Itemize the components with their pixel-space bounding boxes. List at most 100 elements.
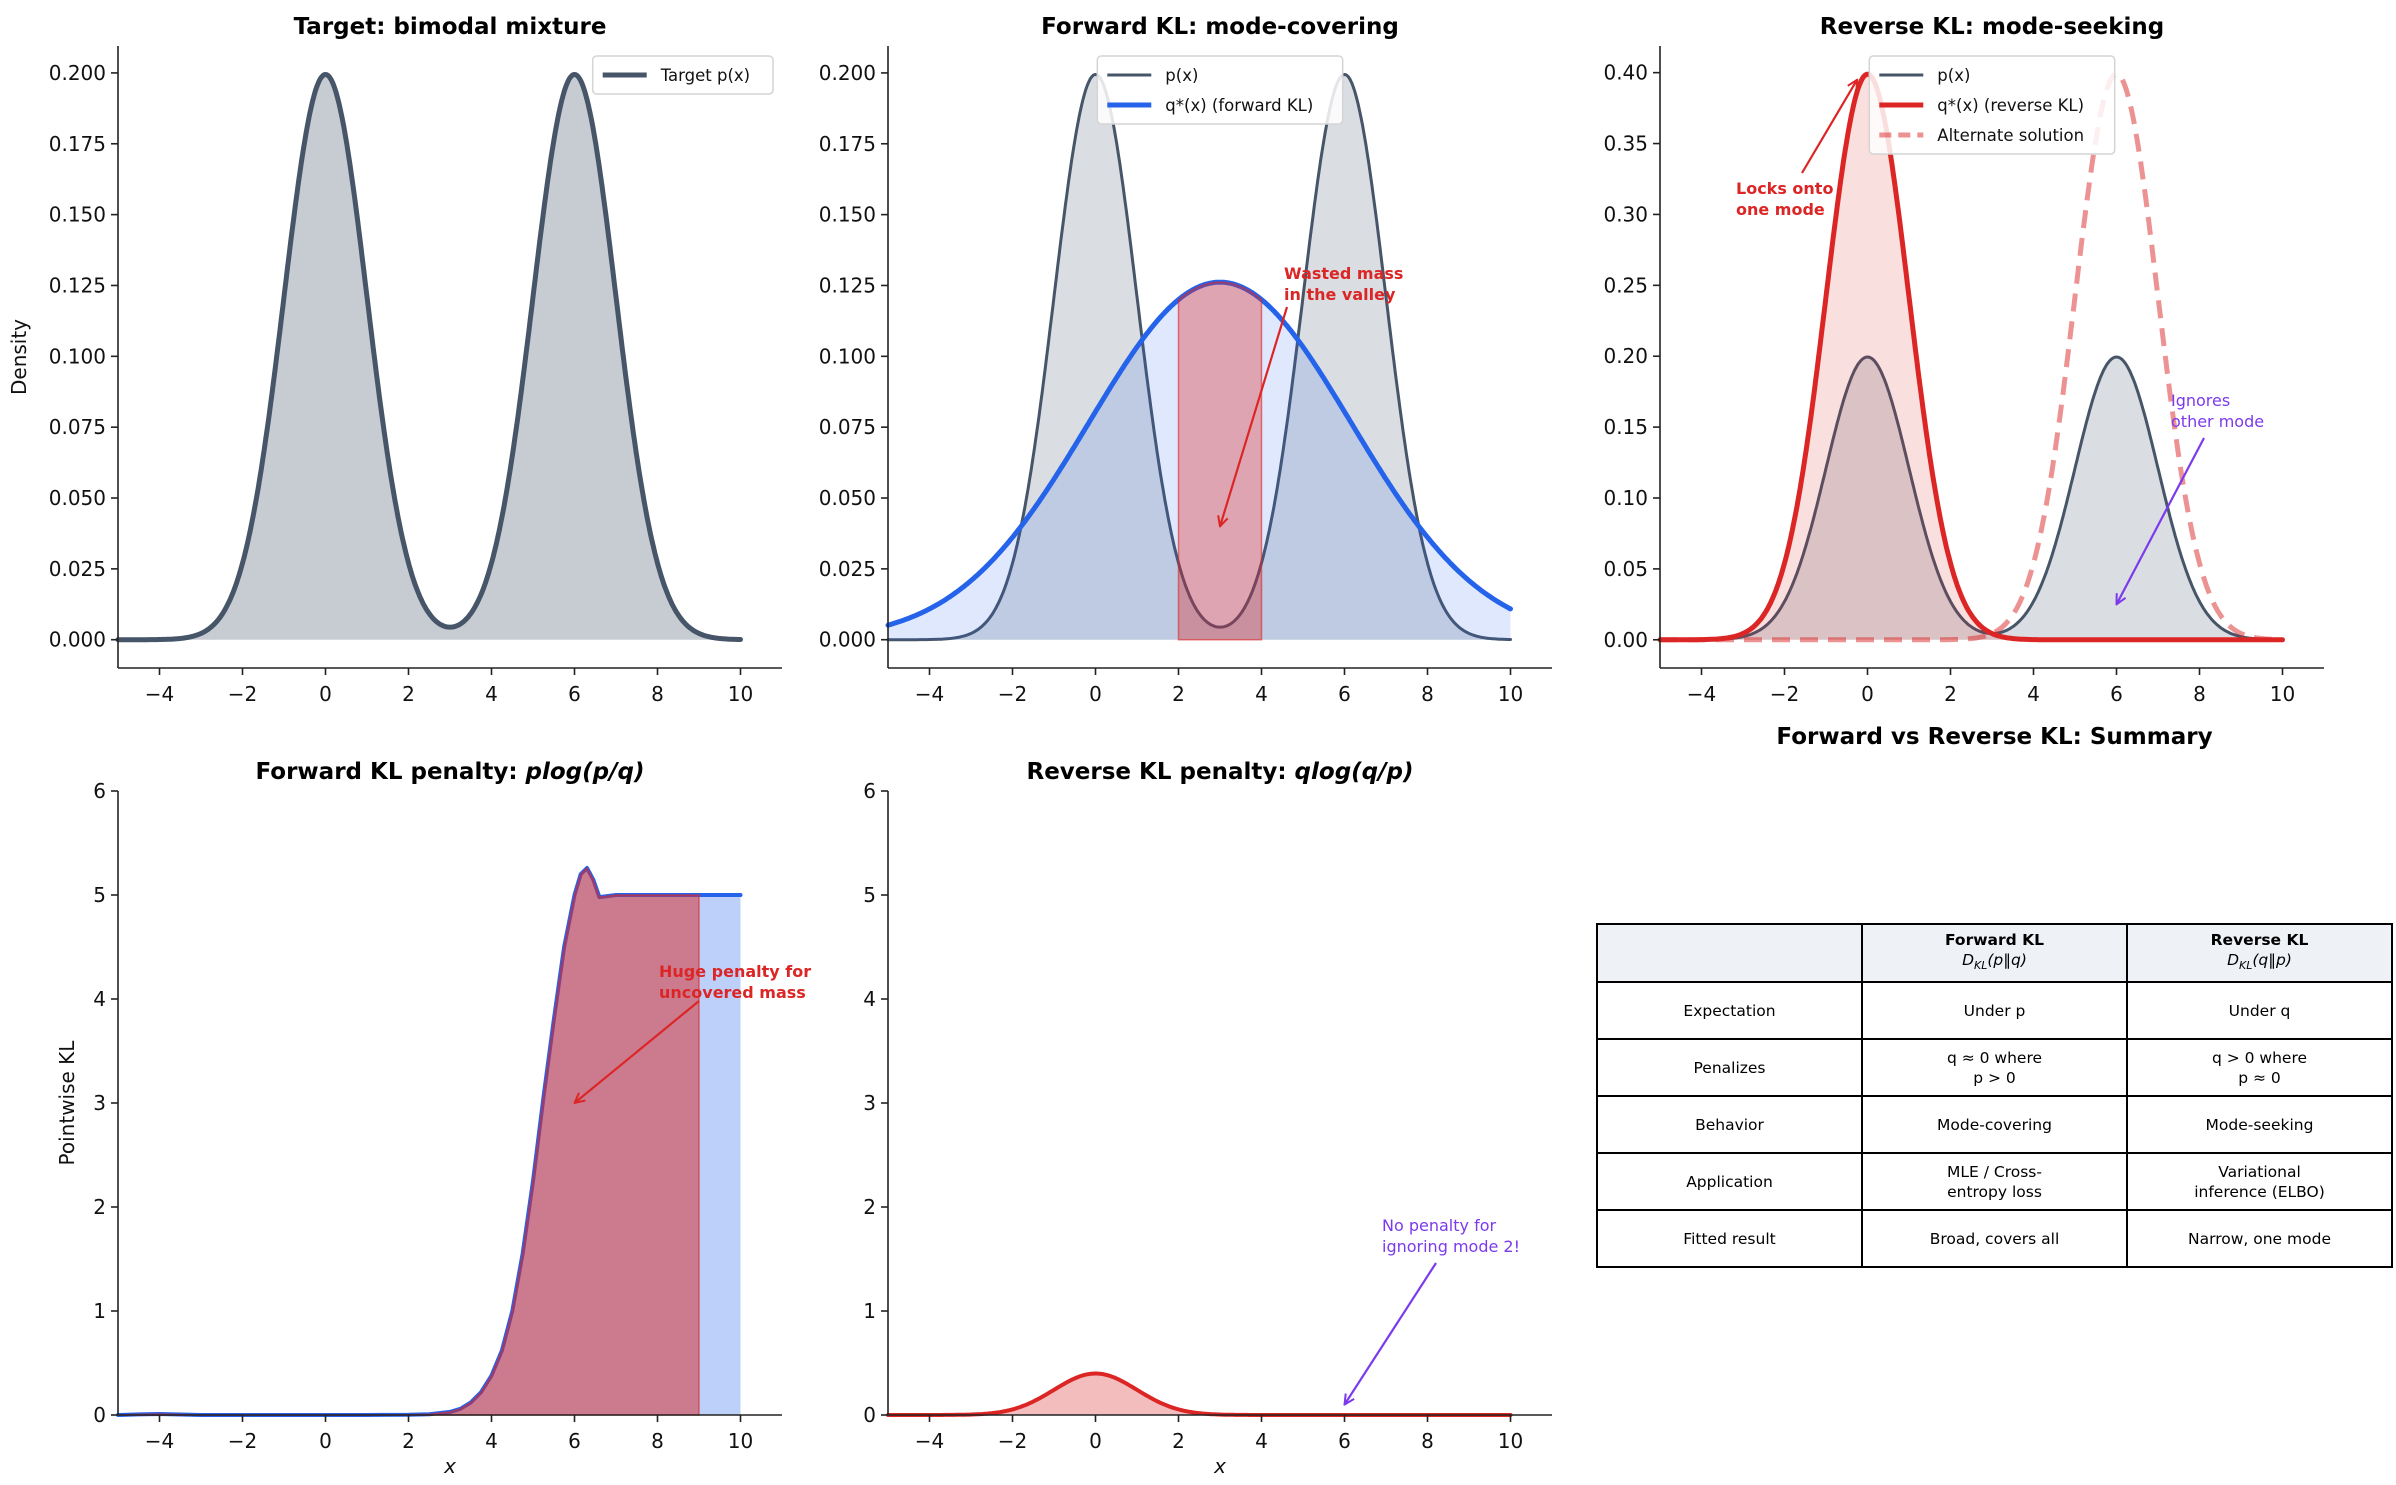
- annotation-text: in the valley: [1284, 285, 1396, 304]
- x-tick-label: 10: [728, 682, 753, 706]
- y-tick-label: 2: [93, 1195, 106, 1219]
- y-tick-label: 0.05: [1603, 557, 1648, 581]
- x-tick-label: 8: [1421, 682, 1434, 706]
- table-header-cell: Forward KL DKL(p‖q): [1861, 923, 2128, 983]
- plot-area: [115, 72, 743, 643]
- x-tick-label: −2: [998, 1429, 1027, 1453]
- x-tick-label: 10: [2270, 682, 2295, 706]
- y-tick-label: 0.100: [49, 344, 106, 368]
- x-tick-label: 2: [1944, 682, 1957, 706]
- y-tick-label: 0.20: [1603, 344, 1648, 368]
- y-tick-label: 0.35: [1603, 132, 1648, 156]
- series-line-1: [1657, 71, 2285, 643]
- chart-title-text: Target: bimodal mixture: [294, 14, 607, 40]
- legend-box: [591, 55, 774, 95]
- y-tick-label: 0.10: [1603, 486, 1648, 510]
- chart-reverse-kl: −4 −2 0 2 4 6 8 10 0.00 0.05 0.10 0.15 0.20 0.25 0.30 0…: [1603, 14, 2324, 706]
- header-name: Forward KL: [1944, 930, 2045, 949]
- annotation-text: Wasted mass: [1284, 264, 1403, 283]
- header-notation: DKL(q‖p): [2132, 950, 2387, 976]
- y-tick-label: 0.000: [49, 628, 106, 652]
- y-tick-label: 2: [863, 1195, 876, 1219]
- table-row: Expectation Under p Under q: [1596, 981, 2393, 1040]
- chart-title: Reverse KL penalty: qlog(q/p): [1026, 759, 1413, 785]
- annotation-text: other mode: [2171, 412, 2264, 431]
- x-tick-label: −4: [915, 682, 944, 706]
- series-line-0: [886, 73, 1512, 642]
- annotation-text: uncovered mass: [659, 983, 806, 1002]
- x-tick-label: 8: [651, 682, 664, 706]
- series-fill-0: [888, 1373, 1511, 1415]
- y-axis-label: Pointwise KL: [55, 1040, 79, 1166]
- annotation-text: Huge penalty for: [659, 962, 811, 981]
- x-tick-label: 4: [485, 682, 498, 706]
- x-tick-label: −4: [145, 682, 174, 706]
- legend: p(x) q*(x) (reverse KL) Alternate solution: [1868, 55, 2116, 155]
- chart-title-math: qlog(q/p): [1295, 759, 1414, 785]
- y-tick-label: 0.150: [49, 203, 106, 227]
- y-tick-label: 4: [863, 987, 876, 1011]
- x-tick-label: 2: [1172, 1429, 1185, 1453]
- cell-text-line: Behavior: [1695, 1115, 1764, 1134]
- table-row: Fitted result Broad, covers all Narrow, on…: [1596, 1209, 2393, 1268]
- table-cell: Mode-covering: [1861, 1095, 2128, 1154]
- notation-symbol: D: [2227, 950, 2240, 969]
- cell-text-line: inference (ELBO): [2194, 1182, 2325, 1201]
- table-header-cell: Reverse KL DKL(q‖p): [2126, 923, 2393, 983]
- series-fill-1: [1660, 74, 2283, 640]
- y-tick-label: 0: [93, 1403, 106, 1427]
- series-fill-1: [888, 282, 1511, 640]
- x-tick-label: 6: [568, 1429, 581, 1453]
- x-tick-label: 0: [1089, 682, 1102, 706]
- chart-title: Forward KL: mode-covering: [1041, 14, 1399, 40]
- annotation-text: No penalty for: [1382, 1216, 1496, 1235]
- y-tick-label: 0.30: [1603, 202, 1648, 226]
- x-tick-label: −2: [228, 682, 257, 706]
- cell-text-line: Narrow, one mode: [2188, 1229, 2331, 1248]
- y-tick-label: 0.000: [819, 628, 876, 652]
- row-label-cell: Penalizes: [1596, 1038, 1863, 1097]
- x-tick-label: 10: [728, 1429, 753, 1453]
- y-tick-label: 0.200: [49, 61, 106, 85]
- chart-title-text: Reverse KL penalty:: [1026, 759, 1294, 785]
- x-tick-label: 2: [402, 682, 415, 706]
- cell-text-line: q > 0 where: [2211, 1048, 2308, 1067]
- x-tick-label: 2: [1172, 682, 1185, 706]
- chart-forward-kl: −4 −2 0 2 4 6 8 10 0.000 0.025 0.050 0.075 0.100 0.12…: [819, 14, 1552, 706]
- y-tick-label: 0.00: [1603, 628, 1648, 652]
- cell-text-line: Variational: [2218, 1162, 2301, 1181]
- row-label-cell: Application: [1596, 1152, 1863, 1211]
- y-tick-label: 0.050: [819, 486, 876, 510]
- chart-title: Forward KL penalty: plog(p/q): [256, 759, 645, 785]
- x-tick-label: 4: [1255, 1429, 1268, 1453]
- series-line-0: [886, 1371, 1513, 1417]
- plot-area: [116, 866, 743, 1417]
- annotation-arrow: [1801, 80, 1857, 174]
- x-tick-label: −4: [1687, 682, 1716, 706]
- y-tick-label: 0.200: [819, 61, 876, 85]
- legend: Target p(x): [591, 55, 774, 95]
- x-tick-label: 6: [1338, 682, 1351, 706]
- y-tick-label: 4: [93, 987, 106, 1011]
- cell-text-line: Mode-seeking: [2205, 1115, 2314, 1134]
- x-tick-label: 10: [1498, 682, 1523, 706]
- x-axis-label: x: [1213, 1454, 1226, 1478]
- y-tick-label: 5: [863, 883, 876, 907]
- table-row: Behavior Mode-covering Mode-seeking: [1596, 1095, 2393, 1154]
- y-tick-label: 0.075: [819, 415, 876, 439]
- y-axis-label: Density: [7, 319, 31, 395]
- series-line-0: [115, 72, 743, 643]
- y-tick-label: 0.075: [49, 415, 106, 439]
- cell-text-line: MLE / Cross-: [1947, 1162, 2042, 1181]
- legend-label: p(x): [1937, 66, 1970, 85]
- cell-text-line: p > 0: [1973, 1068, 2016, 1087]
- series-line-2: [1659, 71, 2284, 643]
- y-tick-label: 5: [93, 883, 106, 907]
- legend: p(x) q*(x) (forward KL): [1096, 55, 1344, 125]
- series-fill-0: [1660, 357, 2283, 640]
- plot-area: [1657, 71, 2285, 643]
- chart-title-text: Forward KL: mode-covering: [1041, 14, 1399, 40]
- legend-label: p(x): [1165, 66, 1198, 85]
